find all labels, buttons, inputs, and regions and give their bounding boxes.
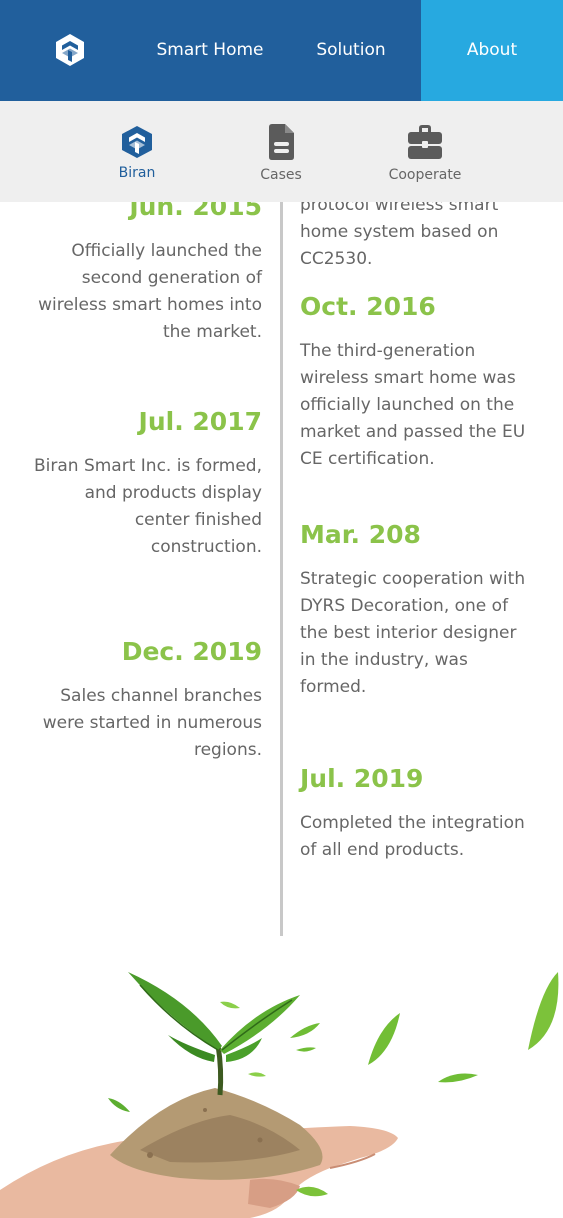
timeline-entry-dec-2019: Dec. 2019 Sales channel branches were st… <box>32 637 262 764</box>
timeline-entry-oct-2016: Oct. 2016 The third-generation wireless … <box>300 292 530 473</box>
history-timeline: Jun. 2015 Officially launched the second… <box>0 202 563 942</box>
timeline-divider <box>280 202 283 936</box>
nav-solution[interactable]: Solution <box>316 40 386 60</box>
timeline-year: Dec. 2019 <box>121 637 262 666</box>
subnav-item-cases[interactable]: Cases <box>226 123 336 183</box>
timeline-description: Completed the integration of all end pro… <box>300 813 525 860</box>
timeline-description: protocol wireless smart home system base… <box>300 202 499 269</box>
timeline-year: Jun. 2015 <box>129 202 262 221</box>
brand-logo-icon[interactable] <box>52 32 88 68</box>
timeline-description: Biran Smart Inc. is formed, and products… <box>33 456 262 557</box>
sub-navigation: Biran Cases Cooperate <box>0 101 563 202</box>
top-navigation: Smart Home Solution About <box>0 0 563 101</box>
timeline-description: Officially launched the second generatio… <box>38 241 262 342</box>
briefcase-icon <box>408 125 442 159</box>
timeline-entry-jun-2015: Jun. 2015 Officially launched the second… <box>32 202 262 346</box>
plant-in-hand-illustration <box>0 972 559 1218</box>
timeline-year: Mar. 208 <box>300 520 421 549</box>
timeline-description: Sales channel branches were started in n… <box>42 686 262 760</box>
document-icon <box>269 124 294 160</box>
subnav-label: Cases <box>260 167 302 183</box>
timeline-year: Oct. 2016 <box>300 292 436 321</box>
timeline-entry-mar-208: Mar. 208 Strategic cooperation with DYRS… <box>300 520 530 701</box>
subnav-item-cooperate[interactable]: Cooperate <box>370 123 480 183</box>
cube-logo-icon <box>122 126 152 158</box>
timeline-entry-jul-2017: Jul. 2017 Biran Smart Inc. is formed, an… <box>32 407 262 561</box>
timeline-description: The third-generation wireless smart home… <box>300 341 526 469</box>
timeline-year: Jul. 2019 <box>300 764 424 793</box>
timeline-entry-jul-2019: Jul. 2019 Completed the integration of a… <box>300 764 530 864</box>
subnav-item-biran[interactable]: Biran <box>82 123 192 181</box>
timeline-year: Jul. 2017 <box>138 407 262 436</box>
subnav-label: Cooperate <box>388 167 462 183</box>
nav-about[interactable]: About <box>421 0 563 101</box>
timeline-entry-cc2530: protocol wireless smart home system base… <box>300 202 530 273</box>
subnav-label: Biran <box>118 165 156 181</box>
timeline-description: Strategic cooperation with DYRS Decorati… <box>300 569 526 697</box>
nav-smart-home[interactable]: Smart Home <box>156 40 264 60</box>
